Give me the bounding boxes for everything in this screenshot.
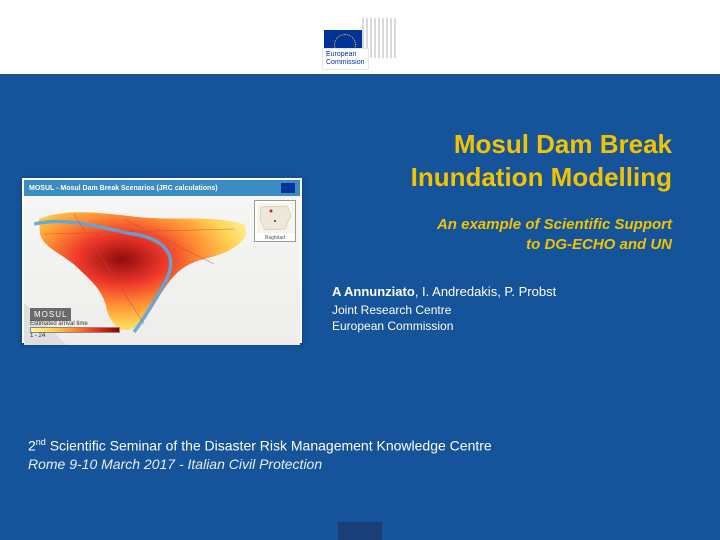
footer-ord-num: 2 <box>28 438 36 454</box>
footer-line2: Rome 9-10 March 2017 - Italian Civil Pro… <box>28 456 680 472</box>
slide-body: Mosul Dam Break Inundation Modelling An … <box>0 74 720 540</box>
co-authors: , I. Andredakis, P. Probst <box>415 284 556 299</box>
title-line1: Mosul Dam Break <box>454 129 672 159</box>
footer-block: 2nd Scientific Seminar of the Disaster R… <box>28 437 680 472</box>
ec-logo-label: European Commission <box>322 48 369 70</box>
affiliation-2: European Commission <box>332 319 672 333</box>
eu-flag-mini-icon <box>281 183 295 193</box>
footer-ord-suffix: nd <box>36 437 46 447</box>
footer-line1-rest: Scientific Seminar of the Disaster Risk … <box>46 438 492 454</box>
title-line2: Inundation Modelling <box>411 162 672 192</box>
map-header: MOSUL - Mosul Dam Break Scenarios (JRC c… <box>24 180 300 196</box>
bottom-accent-bar <box>338 522 382 540</box>
authors-block: A Annunziato, I. Andredakis, P. Probst J… <box>332 284 672 333</box>
legend-range: 1 - 24 <box>30 333 126 339</box>
title-block: Mosul Dam Break Inundation Modelling An … <box>332 128 672 256</box>
subtitle-line2: to DG-ECHO and UN <box>526 236 672 253</box>
authors-line: A Annunziato, I. Andredakis, P. Probst <box>332 284 672 299</box>
ec-label-line2: Commission <box>326 59 365 66</box>
city-tag: MOSUL <box>30 308 71 321</box>
subtitle-line1: An example of Scientific Support <box>437 216 672 233</box>
header-bar: European Commission <box>0 0 720 74</box>
slide-subtitle: An example of Scientific Support to DG-E… <box>332 215 672 256</box>
inset-label: Baghdad <box>257 235 293 241</box>
map-body: Baghdad MOSUL Estimated arrival time 1 -… <box>24 196 300 345</box>
map-header-title: MOSUL - Mosul Dam Break Scenarios (JRC c… <box>29 185 218 192</box>
inset-map: Baghdad <box>254 200 296 242</box>
footer-line1: 2nd Scientific Seminar of the Disaster R… <box>28 437 680 454</box>
lead-author: A Annunziato <box>332 284 415 299</box>
slide-title: Mosul Dam Break Inundation Modelling <box>332 128 672 193</box>
ec-label-line1: European <box>326 51 356 58</box>
map-legend: Estimated arrival time 1 - 24 <box>30 321 126 339</box>
ec-logo: European Commission <box>319 18 401 58</box>
affiliation-1: Joint Research Centre <box>332 303 672 317</box>
map-figure: MOSUL - Mosul Dam Break Scenarios (JRC c… <box>22 178 302 343</box>
